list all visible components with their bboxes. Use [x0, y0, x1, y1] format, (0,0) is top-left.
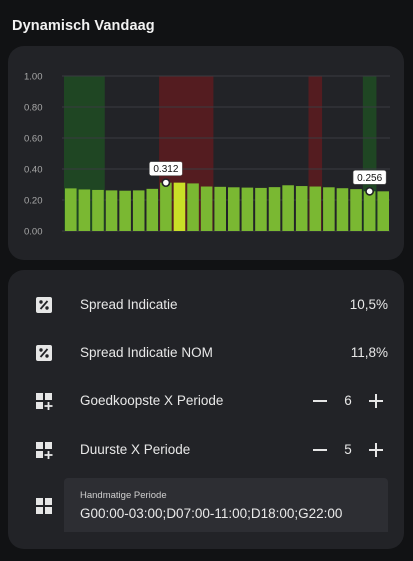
- plus-icon[interactable]: [364, 389, 388, 413]
- percent-box-icon: [36, 297, 52, 313]
- chart-card: 1.00 0.80 0.60 0.40 0.20 0.00 0.312 0.256: [8, 46, 404, 260]
- bar: [187, 183, 199, 231]
- y-tick-label: 0.80: [24, 103, 43, 114]
- entity-label: Spread Indicatie: [80, 297, 178, 312]
- minus-icon[interactable]: [308, 438, 332, 462]
- bar: [336, 188, 349, 231]
- bar: [363, 191, 376, 231]
- stepper-value: 6: [344, 393, 352, 408]
- entity-label: Goedkoopste X Periode: [80, 393, 224, 408]
- bar: [119, 190, 131, 231]
- view-grid-icon: [36, 498, 52, 514]
- data-label: 0.312: [153, 164, 178, 175]
- bar: [241, 187, 254, 231]
- manual-period-input[interactable]: Handmatige Periode G00:00-03:00;D07:00-1…: [64, 478, 388, 532]
- entity-row-spread-nom[interactable]: Spread Indicatie NOM 11,8%: [8, 333, 404, 373]
- bar: [228, 187, 240, 231]
- bar: [105, 190, 118, 231]
- bar: [214, 186, 226, 231]
- entity-label: Duurste X Periode: [80, 442, 191, 457]
- y-tick-label: 1.00: [24, 72, 43, 83]
- annotation-point: [161, 178, 171, 188]
- bar: [132, 190, 145, 231]
- minus-icon[interactable]: [308, 389, 332, 413]
- input-value[interactable]: G00:00-03:00;D07:00-11:00;D18:00;G22:00: [80, 506, 343, 521]
- entity-label: Spread Indicatie NOM: [80, 345, 213, 360]
- bar: [295, 186, 308, 231]
- bar: [160, 182, 172, 231]
- entity-row-cheapest: Goedkoopste X Periode 6: [8, 381, 404, 421]
- percent-box-icon: [36, 345, 52, 361]
- annotation-box: [352, 170, 387, 185]
- price-chart: 1.00 0.80 0.60 0.40 0.20 0.00 0.312 0.256: [24, 72, 390, 238]
- bar: [146, 188, 159, 231]
- bar: [200, 186, 213, 231]
- most-expensive-stepper: 5: [308, 438, 388, 462]
- card-title: Dynamisch Vandaag: [12, 18, 155, 34]
- bar: [323, 187, 335, 231]
- bar: [377, 191, 389, 231]
- annotation-box: [149, 161, 183, 176]
- view-grid-plus-icon: [36, 442, 53, 459]
- bar: [255, 187, 267, 231]
- stepper-value: 5: [344, 442, 352, 457]
- y-tick-label: 0.20: [24, 196, 43, 207]
- entity-value: 10,5%: [349, 297, 388, 312]
- bar: [65, 188, 77, 231]
- bar: [350, 189, 362, 231]
- bar: [173, 182, 186, 231]
- cheapest-stepper: 6: [308, 389, 388, 413]
- bar: [78, 189, 91, 231]
- bar: [309, 186, 322, 231]
- plus-icon[interactable]: [364, 438, 388, 462]
- bar: [268, 187, 281, 231]
- bar: [92, 189, 104, 231]
- y-tick-label: 0.60: [24, 134, 43, 145]
- entity-value: 11,8%: [350, 345, 388, 360]
- data-label: 0.256: [357, 173, 382, 184]
- entity-row-spread[interactable]: Spread Indicatie 10,5%: [8, 285, 404, 325]
- view-grid-plus-icon: [36, 393, 53, 410]
- annotation-point: [365, 186, 375, 196]
- entities-card: Spread Indicatie 10,5% Spread Indicatie …: [8, 270, 404, 549]
- y-tick-label: 0.00: [24, 227, 43, 238]
- input-label: Handmatige Periode: [80, 490, 167, 501]
- bar: [282, 185, 294, 231]
- y-tick-label: 0.40: [24, 165, 43, 176]
- entity-row-most-expensive: Duurste X Periode 5: [8, 430, 404, 470]
